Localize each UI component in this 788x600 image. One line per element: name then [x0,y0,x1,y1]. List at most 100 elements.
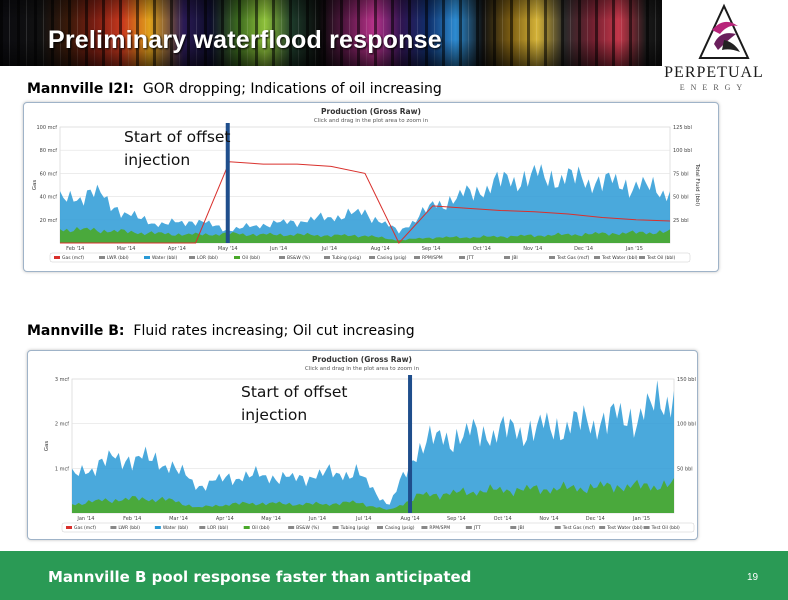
x-tick-label: Aug '14 [371,246,390,252]
y2-tick-label: 25 bbl [673,218,689,224]
x-tick-label: Feb '14 [123,516,141,522]
x-tick-label: Sep '14 [422,246,441,252]
callout-line: Start of offset [124,128,231,146]
injection-marker [225,123,230,243]
legend-item: Test Gas (mcf) [556,255,590,261]
legend-item: JTT [466,255,474,261]
legend-item: Oil (bbl) [242,255,260,261]
x-tick-label: Feb '14 [66,246,84,252]
section-label: Mannville B: [27,323,125,339]
legend-swatch [369,256,375,259]
section-label: Mannville I2I: [27,81,134,97]
callout-line: injection [241,406,308,424]
legend-swatch [199,526,206,529]
chart-subtitle: Click and drag in the plot area to zoom … [314,118,429,124]
legend-swatch [414,256,420,259]
legend-item: JTT [473,525,481,531]
legend-item: Test Oil (bbl) [646,255,675,261]
legend-swatch [288,526,295,529]
production-chart-b[interactable]: Production (Gross Raw) Click and drag in… [27,350,698,540]
callout-line: injection [124,151,191,169]
y-tick-label: 100 mcf [36,125,57,131]
y-tick-label: 40 mcf [40,195,58,201]
gas-line [60,161,671,244]
header-banner [0,0,680,66]
x-tick-label: Oct '14 [473,246,491,252]
y-tick-label: 80 mcf [40,148,58,154]
legend-item: JBI [517,525,524,531]
legend-swatch [99,256,105,259]
x-tick-label: Jan '15 [625,246,643,252]
y-axis-label: Gas [44,441,50,452]
legend-swatch [549,256,555,259]
legend-swatch [189,256,195,259]
x-tick-label: May '14 [218,246,238,252]
x-tick-label: Jun '14 [269,246,287,252]
y-tick-label: 60 mcf [40,171,58,177]
water-area [72,380,674,513]
x-tick-label: Apr '14 [168,246,186,252]
y2-tick-label: 100 bbl [673,148,692,154]
x-tick-label: Aug '14 [400,516,419,522]
y-tick-label: 20 mcf [40,218,58,224]
footer-bar [0,551,788,600]
legend-item: Test Gas (mcf) [562,525,596,531]
injection-callout: Start of offset injection [241,381,348,427]
legend-swatch [110,526,117,529]
section-note: Fluid rates increasing; Oil cut increasi… [133,323,415,339]
legend-item: LOR (bbl) [197,255,218,261]
legend-swatch [332,526,339,529]
legend-swatch [421,526,428,529]
legend-item: JBI [511,255,518,261]
x-tick-label: Oct '14 [494,516,512,522]
chart-title: Production (Gross Raw) [321,107,421,116]
x-tick-label: Jul '14 [321,246,337,252]
x-tick-label: Apr '14 [216,516,234,522]
injection-callout: Start of offset injection [124,126,231,172]
x-tick-label: Nov '14 [539,516,558,522]
x-tick-label: Dec '14 [574,246,593,252]
y2-tick-label: 75 bbl [673,171,689,177]
x-tick-label: Dec '14 [586,516,605,522]
x-tick-label: Nov '14 [523,246,542,252]
company-logo [662,0,788,100]
legend-swatch [459,256,465,259]
y2-tick-label: 125 bbl [673,125,692,131]
y-axis-label: Gas [32,180,38,191]
y2-tick-label: 150 bbl [677,377,696,383]
legend-swatch [554,526,561,529]
chart-subtitle: Click and drag in the plot area to zoom … [305,366,420,372]
legend-item: BS&W (%) [296,525,319,531]
legend-item: RPM/SPM [429,525,450,531]
legend-item: Casing (psig) [385,525,415,531]
logo-triangle-icon [698,3,750,59]
y2-tick-label: 50 bbl [673,195,689,201]
slide-title: Preliminary waterflood response [48,26,442,54]
legend-item: RPM/SPM [422,255,443,261]
production-chart-i2i[interactable]: Production (Gross Raw) Click and drag in… [23,102,719,272]
x-tick-label: Jan '15 [632,516,650,522]
oil-area [72,478,674,513]
legend-item: LOR (bbl) [207,525,228,531]
y2-tick-label: 100 bbl [677,422,696,428]
y-tick-label: 2 mcf [55,422,69,428]
x-tick-label: Mar '14 [117,246,136,252]
footer-message: Mannville B pool response faster than an… [48,568,472,586]
legend-swatch [377,526,383,529]
section-note: GOR dropping; Indications of oil increas… [142,81,442,97]
legend-swatch [594,256,600,259]
oil-area [60,227,670,243]
legend-item: BS&W (%) [287,255,310,261]
chart-svg: Production (Gross Raw) Click and drag in… [44,355,696,533]
x-tick-label: May '14 [261,516,281,522]
injection-marker [408,375,413,513]
banner-shade [0,0,680,66]
legend-swatch [324,256,330,259]
callout-line: Start of offset [241,383,348,401]
y-tick-label: 1 mcf [55,466,69,472]
x-tick-label: Mar '14 [169,516,188,522]
section-heading-b: Mannville B: Fluid rates increasing; Oil… [27,323,415,339]
x-tick-label: Jan '14 [76,516,94,522]
legend-item: Gas (mcf) [62,255,84,261]
legend-swatch [243,526,250,529]
